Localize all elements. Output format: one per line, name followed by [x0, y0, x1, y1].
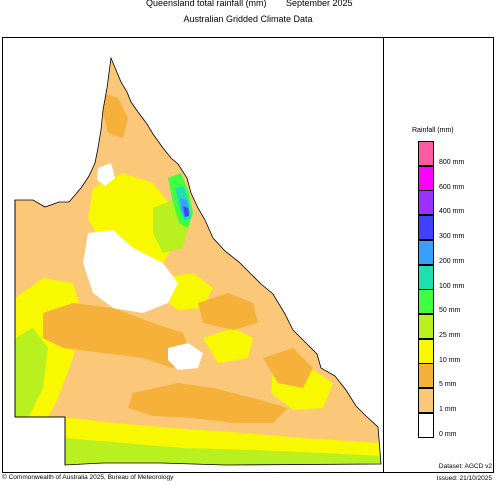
map-title: Queensland total rainfall (mm) — [146, 0, 267, 8]
legend-swatch — [418, 338, 434, 364]
legend-label: 100 mm — [439, 282, 465, 290]
legend-divider — [383, 37, 384, 473]
map-subtitle: Australian Gridded Climate Data — [183, 14, 313, 24]
legend-swatch — [418, 215, 434, 241]
legend-title: Rainfall (mm) — [412, 127, 454, 134]
legend-swatch — [418, 165, 434, 191]
legend-label: 0 mm — [439, 430, 457, 438]
legend-label: 50 mm — [439, 307, 461, 315]
map-period: September 2025 — [286, 0, 353, 8]
legend-swatch — [418, 239, 434, 265]
map-title-bar: Queensland total rainfall (mm) September… — [0, 0, 496, 14]
copyright-text: © Commonwealth of Australia 2025, Bureau… — [2, 474, 174, 481]
legend-label: 800 mm — [439, 159, 465, 166]
legend-swatch — [418, 141, 434, 166]
legend-swatch — [418, 412, 434, 438]
legend-swatch — [418, 388, 434, 413]
queensland-rainfall-map — [14, 57, 382, 466]
legend-label: 300 mm — [439, 233, 465, 241]
issued-text: Issued: 21/10/2025 — [436, 475, 492, 482]
legend-label: 10 mm — [439, 356, 461, 364]
legend-label: 1 mm — [439, 406, 457, 413]
legend-swatch — [418, 190, 434, 216]
legend-swatch — [418, 313, 434, 339]
legend-swatch — [418, 363, 434, 389]
map-frame — [2, 37, 494, 473]
legend-label: 600 mm — [439, 183, 465, 191]
legend-swatch — [418, 289, 434, 315]
dataset-text: Dataset: AGCD v2 — [438, 463, 492, 470]
legend-label: 5 mm — [439, 381, 457, 389]
legend-label: 25 mm — [439, 331, 461, 339]
legend-label: 400 mm — [439, 208, 465, 216]
legend-label: 200 mm — [439, 257, 465, 265]
legend-swatch — [418, 264, 434, 290]
